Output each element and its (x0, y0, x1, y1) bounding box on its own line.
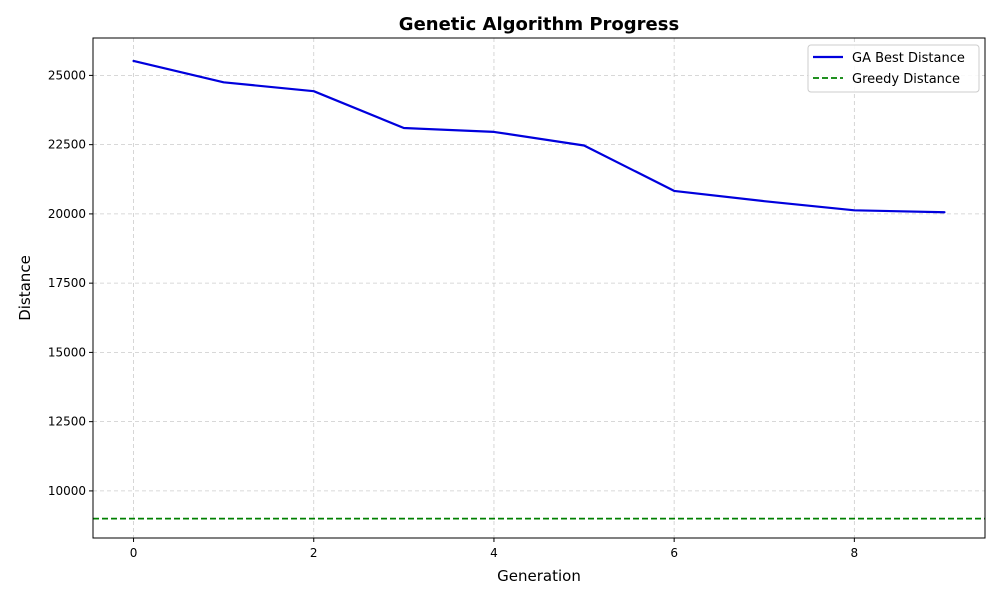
x-tick-label: 6 (670, 546, 678, 560)
axis-ticks: 0 2 4 6 8 10000 12500 15000 17500 20000 22500 25000 (48, 68, 858, 560)
y-tick-label: 15000 (48, 345, 86, 359)
grid-lines (93, 38, 985, 538)
plot-frame (92, 37, 986, 539)
x-tick-label: 8 (851, 546, 859, 560)
y-tick-label: 10000 (48, 484, 86, 498)
legend-box (807, 44, 980, 93)
x-tick-label: 4 (490, 546, 498, 560)
y-tick-label: 25000 (48, 68, 86, 82)
y-tick-label: 12500 (48, 415, 86, 429)
legend: GA Best Distance Greedy Distance (807, 44, 980, 93)
y-tick-label: 20000 (48, 207, 86, 221)
series-layer (93, 59, 985, 520)
y-axis-label: Distance (16, 255, 34, 321)
legend-label-greedy: Greedy Distance (852, 72, 960, 87)
x-axis-label: Generation (497, 567, 581, 585)
x-tick-label: 2 (310, 546, 318, 560)
chart-title: Genetic Algorithm Progress (399, 14, 679, 35)
y-tick-label: 17500 (48, 276, 86, 290)
ga-best-distance-line (132, 59, 946, 214)
legend-label-ga-best: GA Best Distance (852, 51, 965, 66)
y-tick-label: 22500 (48, 138, 86, 152)
x-tick-label: 0 (130, 546, 138, 560)
